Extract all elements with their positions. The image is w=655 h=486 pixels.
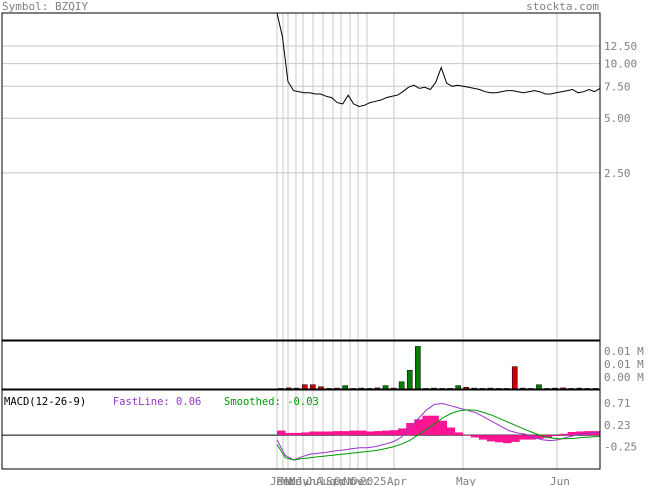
macd-histogram-bar [349,430,359,436]
volume-bar [398,381,405,390]
volume-tick-label: 0.01 M [604,358,644,371]
macd-histogram-bar [495,435,504,443]
volume-tick-label: 0.00 M [604,371,644,384]
macd-histogram-bar [591,431,601,436]
macd-histogram-bar [414,419,423,436]
volume-bar [301,384,308,390]
x-axis-label: Feb [276,475,296,486]
volume-bar [310,384,316,390]
x-axis-label: Jan [270,475,290,486]
macd-histogram-bar [341,431,351,436]
macd-histogram-bar [293,432,302,436]
x-axis-label: Apr [387,475,407,486]
volume-panel-frame [1,340,601,390]
macd-histogram-bar [543,435,552,438]
price-panel [276,12,601,108]
x-axis-label: Sep [326,475,346,486]
macd-histogram-bar [309,431,318,436]
macd-histogram-bar [398,428,407,436]
volume-bar [406,370,413,390]
macd-histogram-bar [317,431,326,436]
macd-label-row: MACD(12-26-9) FastLine: 0.06 Smoothed: -… [4,396,319,408]
price-tick-label: 12.50 [604,40,637,53]
macd-histogram-bar [373,431,383,436]
macd-fastline-label: FastLine: 0.06 [112,396,202,408]
panel-frames [1,12,601,470]
x-axis-label: May [456,475,476,486]
macd-histogram-bar [285,432,294,436]
macd-histogram-bar [277,430,286,436]
macd-histogram-bar [535,435,544,439]
macd-histogram-bar [567,432,577,436]
x-axis-label: 2025 [360,475,387,486]
x-axis-label: Jul [306,475,326,486]
volume-bar [455,385,461,390]
x-axis-label: Jun [550,475,570,486]
macd-histogram-bar [551,435,560,436]
symbol-label: Symbol: BZQIY [2,0,89,13]
x-axis-label: Jun [296,475,316,486]
macd-histogram-bar [357,430,367,436]
x-axis-label: Oct [334,475,354,486]
macd-histogram-bar [470,435,480,438]
macd-histogram-bar [301,432,310,436]
volume-bar [415,346,421,390]
macd-tick-label: -0.25 [604,440,637,453]
macd-panel [276,402,601,461]
volume-bar [342,385,348,390]
macd-histogram-bar [478,435,488,440]
macd-smoothed-line [276,409,601,461]
macd-title: MACD(12-26-9) [4,396,87,408]
price-panel-frame [1,12,601,341]
x-axis-label: May [289,475,309,486]
macd-histogram-bar [511,435,520,442]
macd-tick-label: 0.71 [604,397,631,410]
x-axis-label: Mar [281,475,301,486]
macd-histogram-bar [559,433,569,436]
macd-panel-frame [1,389,601,470]
macd-histogram-bar [406,423,415,436]
macd-histogram-bar [527,435,536,440]
volume-bar [536,384,542,390]
price-tick-label: 2.50 [604,167,631,180]
price-tick-label: 10.00 [604,58,637,71]
macd-histogram-bar [325,431,334,436]
macd-histogram-bar [438,420,447,436]
macd-histogram-bar [462,435,472,436]
macd-histogram-bar [454,432,464,436]
grid-lines [2,13,600,469]
volume-tick-label: 0.01 M [604,345,644,358]
macd-histogram-bar [422,415,431,436]
macd-histogram-bar [519,435,528,440]
macd-tick-label: 0.23 [604,419,631,432]
macd-histogram-bar [486,435,496,442]
x-axis-label: Dec [351,475,371,486]
macd-histogram-bar [503,435,512,444]
macd-histogram-bar [382,430,391,436]
macd-histogram-bar [430,415,439,436]
price-tick-label: 5.00 [604,112,631,125]
macd-smoothed-label: Smoothed: -0.03 [224,396,319,408]
price-tick-label: 7.50 [604,80,631,93]
macd-histogram-bar [446,427,456,436]
site-link[interactable]: stockta.com [526,0,599,13]
macd-histogram-bar [390,430,399,436]
macd-histogram-bar [575,431,585,436]
volume-panel [277,346,599,390]
x-axis-label: Aug [316,475,336,486]
volume-bar [511,366,518,390]
price-line [276,12,601,108]
volume-bar [382,385,389,390]
x-axis-label: Nov [343,475,363,486]
macd-fast-line [276,402,601,461]
macd-histogram-bar [365,431,375,436]
macd-histogram-bar [333,431,342,436]
